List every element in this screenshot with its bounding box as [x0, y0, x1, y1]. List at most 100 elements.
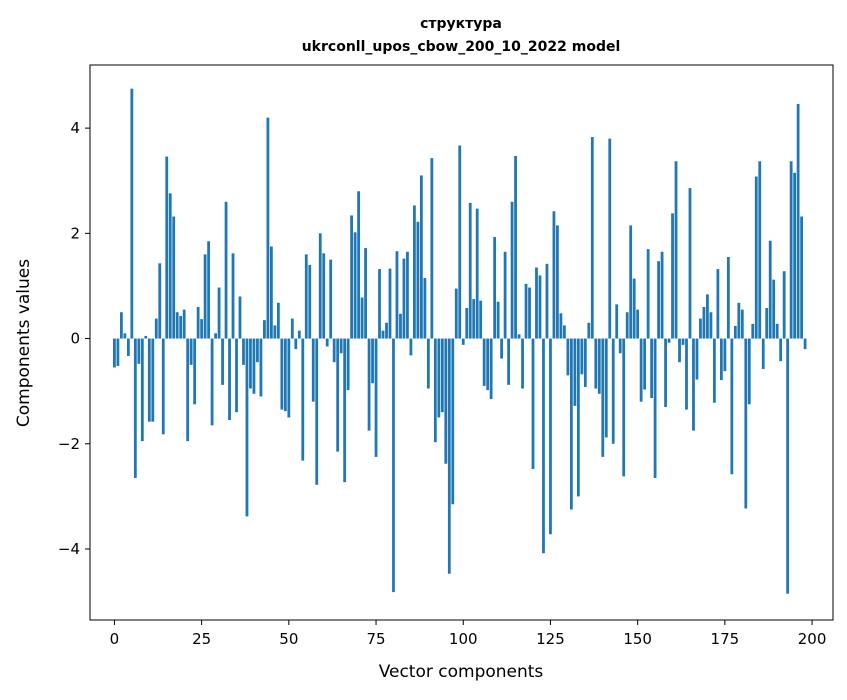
bar [524, 283, 528, 339]
bar [273, 325, 277, 339]
bar [329, 259, 333, 339]
x-tick-label: 75 [366, 630, 385, 648]
bar [426, 338, 430, 389]
bar [569, 338, 573, 510]
bar [782, 271, 786, 339]
bar [447, 338, 451, 574]
bar [360, 297, 364, 339]
bar [182, 309, 186, 339]
y-tick-label: 4 [70, 119, 80, 137]
bar [154, 318, 158, 339]
bar [346, 338, 350, 391]
bar [542, 338, 545, 554]
bar [643, 338, 647, 390]
bar [657, 261, 660, 339]
bar [113, 338, 116, 368]
bar [186, 338, 190, 442]
bar [315, 338, 319, 485]
bar [786, 338, 790, 594]
bars [113, 88, 807, 594]
bar [203, 254, 207, 339]
x-axis: 0 25 50 75 100 125 150 175 200 [110, 620, 827, 648]
bar [521, 338, 524, 389]
bar [563, 325, 566, 339]
bar [193, 338, 197, 405]
bar [385, 322, 388, 339]
bar [580, 338, 584, 375]
bar [311, 338, 315, 402]
bar [671, 213, 674, 339]
bar [528, 287, 531, 339]
bar [158, 263, 162, 339]
bar [126, 338, 130, 356]
bar [594, 338, 598, 389]
bar [758, 161, 762, 339]
bar [723, 338, 727, 372]
bar [217, 287, 221, 339]
bar [221, 338, 224, 385]
bar [423, 278, 427, 339]
bar [678, 338, 681, 363]
x-tick-label: 175 [711, 630, 740, 648]
bar [685, 338, 688, 410]
bar [371, 338, 374, 384]
bar [120, 312, 123, 339]
bar [590, 137, 594, 339]
bar [566, 338, 570, 376]
y-tick-label: −2 [58, 435, 80, 453]
bar [172, 216, 176, 339]
y-tick-label: 0 [70, 330, 80, 348]
bar [601, 338, 605, 457]
bar [660, 251, 664, 339]
bar [175, 312, 179, 339]
bar [549, 338, 552, 535]
bar [322, 253, 326, 339]
bar [692, 338, 695, 431]
bar [242, 338, 245, 365]
bar [367, 338, 371, 431]
bar [263, 320, 266, 339]
plot-frame [89, 64, 834, 621]
bar [597, 338, 601, 394]
bar [440, 338, 444, 413]
x-tick-label: 0 [110, 630, 120, 648]
bar [576, 338, 580, 497]
bar [168, 193, 172, 339]
bar [395, 251, 399, 339]
bar [556, 225, 559, 339]
bar [608, 138, 612, 339]
x-tick-label: 100 [449, 630, 478, 648]
bar [147, 338, 151, 422]
bar [493, 237, 497, 339]
bar [339, 338, 343, 354]
bar [639, 338, 643, 402]
x-tick-label: 200 [798, 630, 827, 648]
bar [618, 338, 622, 354]
bar [210, 338, 214, 426]
bar [196, 306, 200, 339]
bar [747, 338, 751, 405]
bar [451, 338, 455, 505]
bar [409, 338, 413, 356]
x-tick-label: 150 [623, 630, 652, 648]
bar [681, 338, 685, 345]
bar [116, 338, 120, 366]
bar [231, 253, 235, 339]
bar [730, 338, 734, 475]
bar [364, 248, 367, 339]
bar [733, 325, 737, 339]
bar [604, 338, 608, 438]
bar [636, 309, 640, 339]
bar [489, 338, 493, 400]
bar [179, 315, 183, 339]
bar [189, 338, 193, 365]
bar [458, 145, 462, 339]
bar [713, 338, 716, 403]
bar [573, 338, 577, 406]
bar [133, 338, 137, 478]
bar [726, 257, 730, 339]
bar [144, 335, 148, 339]
y-tick-label: 2 [70, 224, 80, 242]
bar [406, 251, 409, 339]
bar [444, 338, 448, 464]
